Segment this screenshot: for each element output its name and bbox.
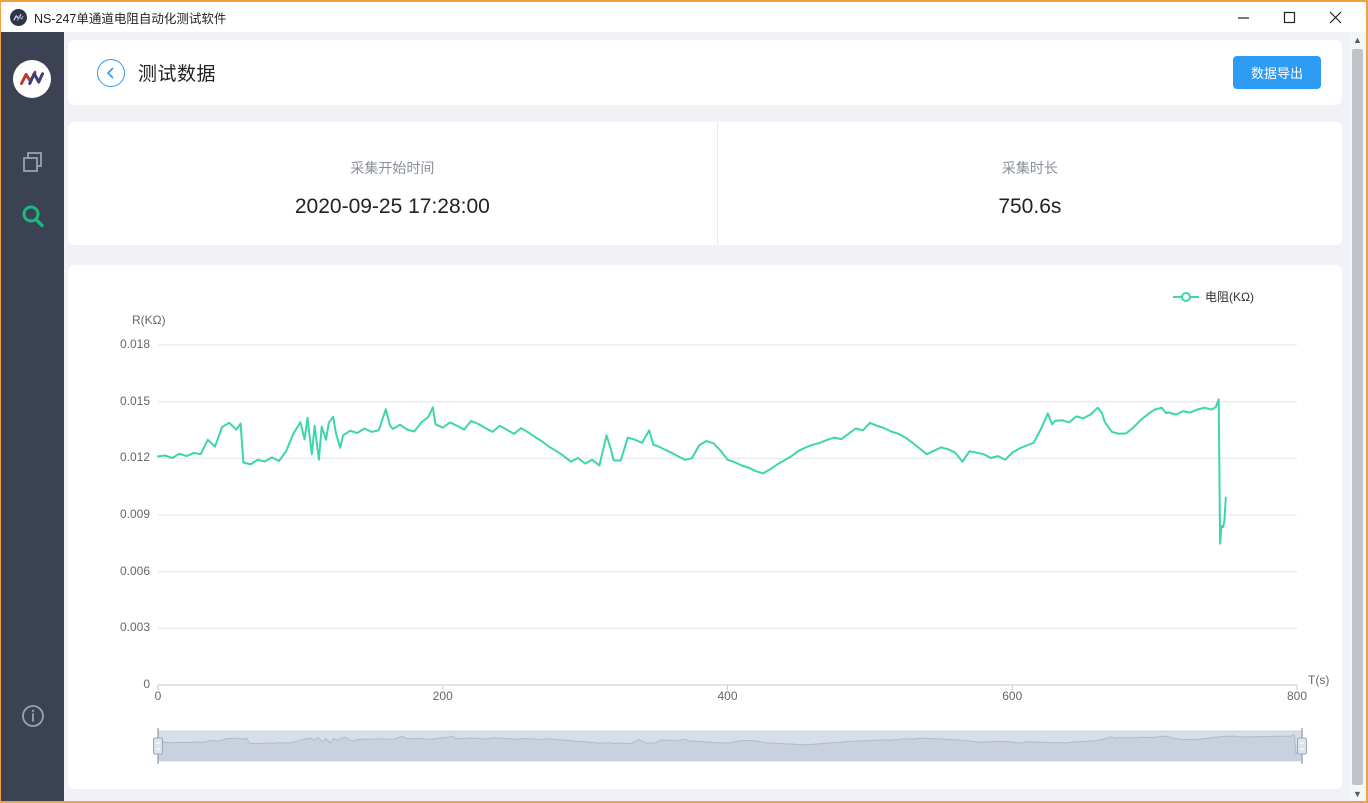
legend-item-resistance[interactable]: 电阻(KΩ) bbox=[1173, 288, 1254, 305]
titlebar: NS-247单通道电阻自动化测试软件 bbox=[1, 2, 1366, 32]
vertical-scrollbar[interactable]: ▲ ▼ bbox=[1350, 32, 1365, 801]
back-button[interactable] bbox=[97, 58, 125, 87]
y-tick-label: 0.018 bbox=[119, 337, 150, 351]
chart-plot-area bbox=[157, 344, 1298, 690]
duration-label: 采集时长 bbox=[1001, 160, 1058, 176]
x-tick-label: 0 bbox=[154, 689, 162, 703]
duration-value: 750.6s bbox=[998, 195, 1062, 218]
sidebar-item-info[interactable] bbox=[1, 694, 64, 738]
y-tick-label: 0.015 bbox=[119, 393, 150, 408]
x-tick-label: 400 bbox=[717, 689, 738, 703]
start-time-field: 采集开始时间 2020-09-25 17:28:00 bbox=[68, 122, 718, 245]
resistance-line-chart bbox=[157, 344, 1298, 690]
window-controls bbox=[1220, 2, 1358, 32]
scroll-up-arrow-icon[interactable]: ▲ bbox=[1353, 34, 1362, 45]
window-title: NS-247单通道电阻自动化测试软件 bbox=[34, 11, 227, 26]
duration-field: 采集时长 750.6s bbox=[718, 122, 1342, 245]
close-button[interactable] bbox=[1312, 2, 1358, 32]
scrollbar-thumb[interactable] bbox=[1352, 49, 1363, 785]
sidebar-item-search[interactable] bbox=[1, 194, 64, 238]
start-time-label: 采集开始时间 bbox=[350, 160, 435, 176]
chart-card: 电阻(KΩ) R(KΩ) T(s) 0 0.003 0.006 0.009 0.012 0… bbox=[68, 265, 1342, 789]
brand-logo bbox=[13, 60, 51, 98]
page-header-card: 测试数据 数据导出 bbox=[68, 40, 1342, 105]
y-axis-name: R(KΩ) bbox=[132, 313, 166, 327]
summary-card: 采集开始时间 2020-09-25 17:28:00 采集时长 750.6s bbox=[68, 122, 1342, 245]
datazoom-handle[interactable] bbox=[1297, 737, 1307, 755]
x-tick-label: 600 bbox=[1002, 689, 1023, 703]
page-title: 测试数据 bbox=[138, 64, 217, 85]
y-tick-label: 0.006 bbox=[119, 563, 150, 578]
info-icon bbox=[21, 705, 44, 727]
sidebar bbox=[1, 32, 64, 801]
x-tick-label: 800 bbox=[1286, 689, 1308, 703]
legend-label: 电阻(KΩ) bbox=[1205, 290, 1254, 304]
datazoom-slider[interactable] bbox=[153, 728, 1307, 764]
minimize-button[interactable] bbox=[1220, 2, 1266, 32]
maximize-button[interactable] bbox=[1266, 2, 1312, 32]
main-content: 测试数据 数据导出 采集开始时间 2020-09-25 17:28:00 采集时… bbox=[64, 32, 1353, 801]
y-tick-label: 0 bbox=[143, 677, 150, 691]
app-logo-icon bbox=[10, 8, 27, 26]
y-tick-label: 0.009 bbox=[119, 507, 150, 521]
scroll-down-arrow-icon[interactable]: ▼ bbox=[1353, 788, 1362, 799]
overlap-windows-icon bbox=[22, 152, 42, 172]
datazoom-handle[interactable] bbox=[153, 737, 163, 755]
data-export-button[interactable]: 数据导出 bbox=[1232, 56, 1321, 89]
chevron-left-icon bbox=[107, 67, 114, 78]
y-tick-label: 0.003 bbox=[119, 620, 150, 635]
y-tick-label: 0.012 bbox=[119, 450, 150, 465]
x-axis-name: T(s) bbox=[1308, 673, 1330, 687]
start-time-value: 2020-09-25 17:28:00 bbox=[294, 195, 490, 218]
search-icon bbox=[22, 205, 44, 228]
sidebar-item-windows[interactable] bbox=[1, 140, 64, 184]
x-tick-label: 200 bbox=[432, 689, 453, 703]
legend-line-marker-icon bbox=[1173, 291, 1200, 302]
